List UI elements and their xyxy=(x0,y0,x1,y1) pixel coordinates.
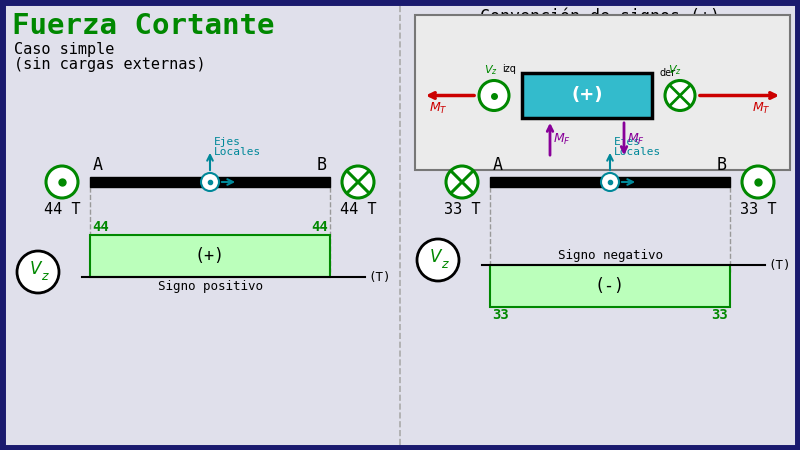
Text: Ejes: Ejes xyxy=(214,137,241,147)
Text: Locales: Locales xyxy=(614,147,662,157)
Text: V: V xyxy=(430,248,441,266)
Circle shape xyxy=(446,166,478,198)
Text: 33 T: 33 T xyxy=(444,202,480,217)
Circle shape xyxy=(601,173,619,191)
Text: Signo positivo: Signo positivo xyxy=(158,280,262,293)
Text: 44 T: 44 T xyxy=(340,202,376,217)
Bar xyxy=(490,265,730,307)
Text: (sin cargas externas): (sin cargas externas) xyxy=(14,57,206,72)
Circle shape xyxy=(417,239,459,281)
Circle shape xyxy=(342,166,374,198)
Text: 44: 44 xyxy=(311,220,328,234)
Bar xyxy=(522,73,652,118)
Text: Caso simple: Caso simple xyxy=(14,42,114,57)
Text: (+): (+) xyxy=(195,247,225,265)
Text: $V_z$: $V_z$ xyxy=(668,64,682,77)
Text: B: B xyxy=(717,156,727,174)
Circle shape xyxy=(479,81,509,111)
Text: Convención de signos (+): Convención de signos (+) xyxy=(480,7,720,26)
Text: V: V xyxy=(30,260,41,278)
Text: $M_F$: $M_F$ xyxy=(627,131,645,147)
Circle shape xyxy=(46,166,78,198)
Text: $M_T$: $M_T$ xyxy=(752,100,770,116)
Text: Locales: Locales xyxy=(214,147,262,157)
Text: 33: 33 xyxy=(711,308,728,322)
Text: $V_z$: $V_z$ xyxy=(484,64,498,77)
Text: Ejes: Ejes xyxy=(614,137,641,147)
Text: A: A xyxy=(493,156,503,174)
Text: der: der xyxy=(660,68,676,77)
Text: z: z xyxy=(41,270,47,284)
Text: 44 T: 44 T xyxy=(44,202,80,217)
Text: Fuerza Cortante: Fuerza Cortante xyxy=(12,12,274,40)
Text: Signo negativo: Signo negativo xyxy=(558,249,662,262)
Text: (T): (T) xyxy=(368,270,390,284)
Text: (T): (T) xyxy=(768,258,790,271)
Circle shape xyxy=(17,251,59,293)
Text: $M_T$: $M_T$ xyxy=(429,100,448,116)
Text: (+): (+) xyxy=(571,86,602,104)
Text: z: z xyxy=(441,258,447,271)
Text: A: A xyxy=(93,156,103,174)
Circle shape xyxy=(665,81,695,111)
Bar xyxy=(415,15,790,170)
Bar xyxy=(490,177,730,187)
Text: izq: izq xyxy=(502,63,516,73)
Text: 44: 44 xyxy=(92,220,109,234)
Text: 33 T: 33 T xyxy=(740,202,776,217)
Bar xyxy=(90,177,330,187)
Bar xyxy=(90,235,330,277)
Text: (-): (-) xyxy=(595,277,625,295)
Text: B: B xyxy=(317,156,327,174)
Text: $M_F$: $M_F$ xyxy=(553,131,571,147)
Circle shape xyxy=(201,173,219,191)
Text: 33: 33 xyxy=(492,308,509,322)
Circle shape xyxy=(742,166,774,198)
